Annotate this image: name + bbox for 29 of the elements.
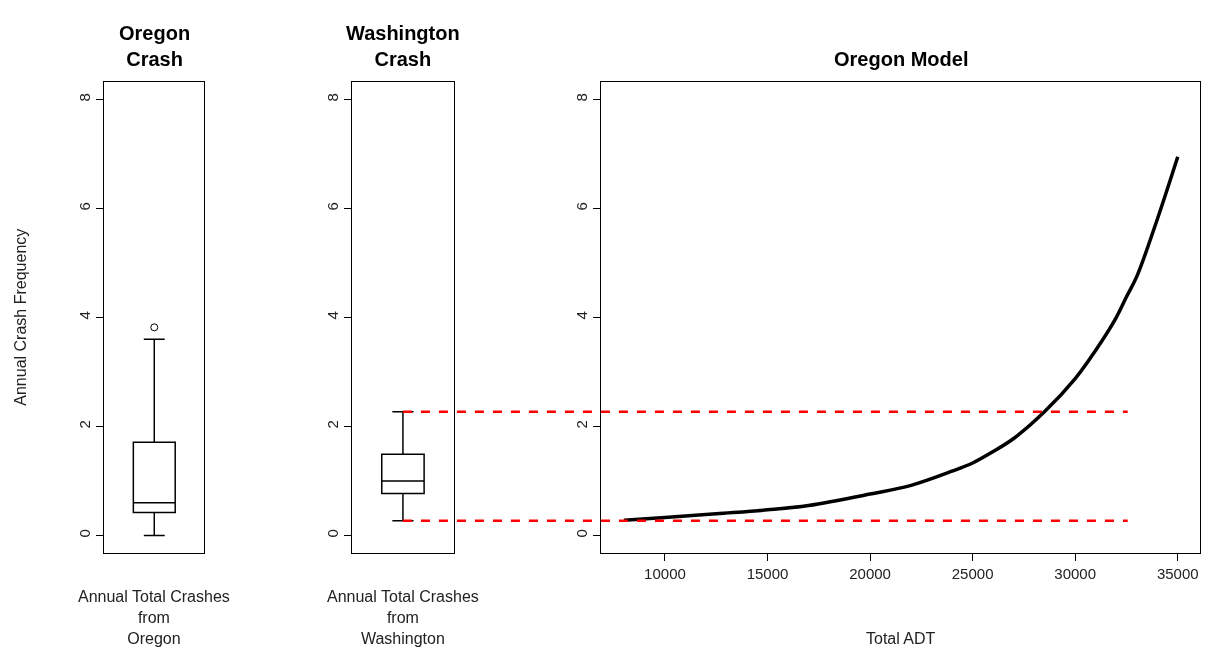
chart-title: Washington Crash [346, 22, 460, 70]
y-tick-label: 4 [573, 311, 591, 320]
chart-title: Oregon Model [834, 48, 969, 70]
y-tick-label: 6 [76, 202, 94, 211]
y-tick-label: 0 [573, 529, 591, 538]
y-tick-label: 6 [573, 202, 591, 211]
x-axis-title: Annual Total Crashes from Washington [327, 588, 479, 647]
x-tick-label: 20000 [849, 564, 891, 582]
x-tick-label: 10000 [644, 564, 686, 582]
x-axis-title: Total ADT [866, 630, 936, 647]
y-tick-label: 8 [76, 93, 94, 102]
x-tick-label: 35000 [1156, 564, 1199, 582]
y-axis-title: Annual Crash Frequency [11, 228, 29, 406]
y-tick-label: 8 [324, 93, 342, 102]
x-axis-title: Annual Total Crashes from Oregon [78, 588, 230, 647]
y-tick-label: 4 [76, 311, 94, 320]
y-tick-label: 2 [76, 420, 94, 429]
y-tick-label: 2 [324, 420, 342, 429]
y-tick-label: 0 [324, 529, 342, 538]
chart-title: Oregon Crash [119, 22, 191, 70]
x-tick-label: 30000 [1054, 564, 1097, 582]
x-tick-label: 25000 [951, 564, 994, 582]
line-series [622, 155, 1180, 522]
y-tick-label: 8 [573, 93, 591, 102]
y-tick-label: 6 [324, 202, 342, 211]
y-tick-label: 4 [324, 311, 342, 320]
y-tick-label: 0 [76, 529, 94, 538]
y-tick-label: 2 [573, 420, 591, 429]
x-tick-label: 15000 [746, 564, 789, 582]
